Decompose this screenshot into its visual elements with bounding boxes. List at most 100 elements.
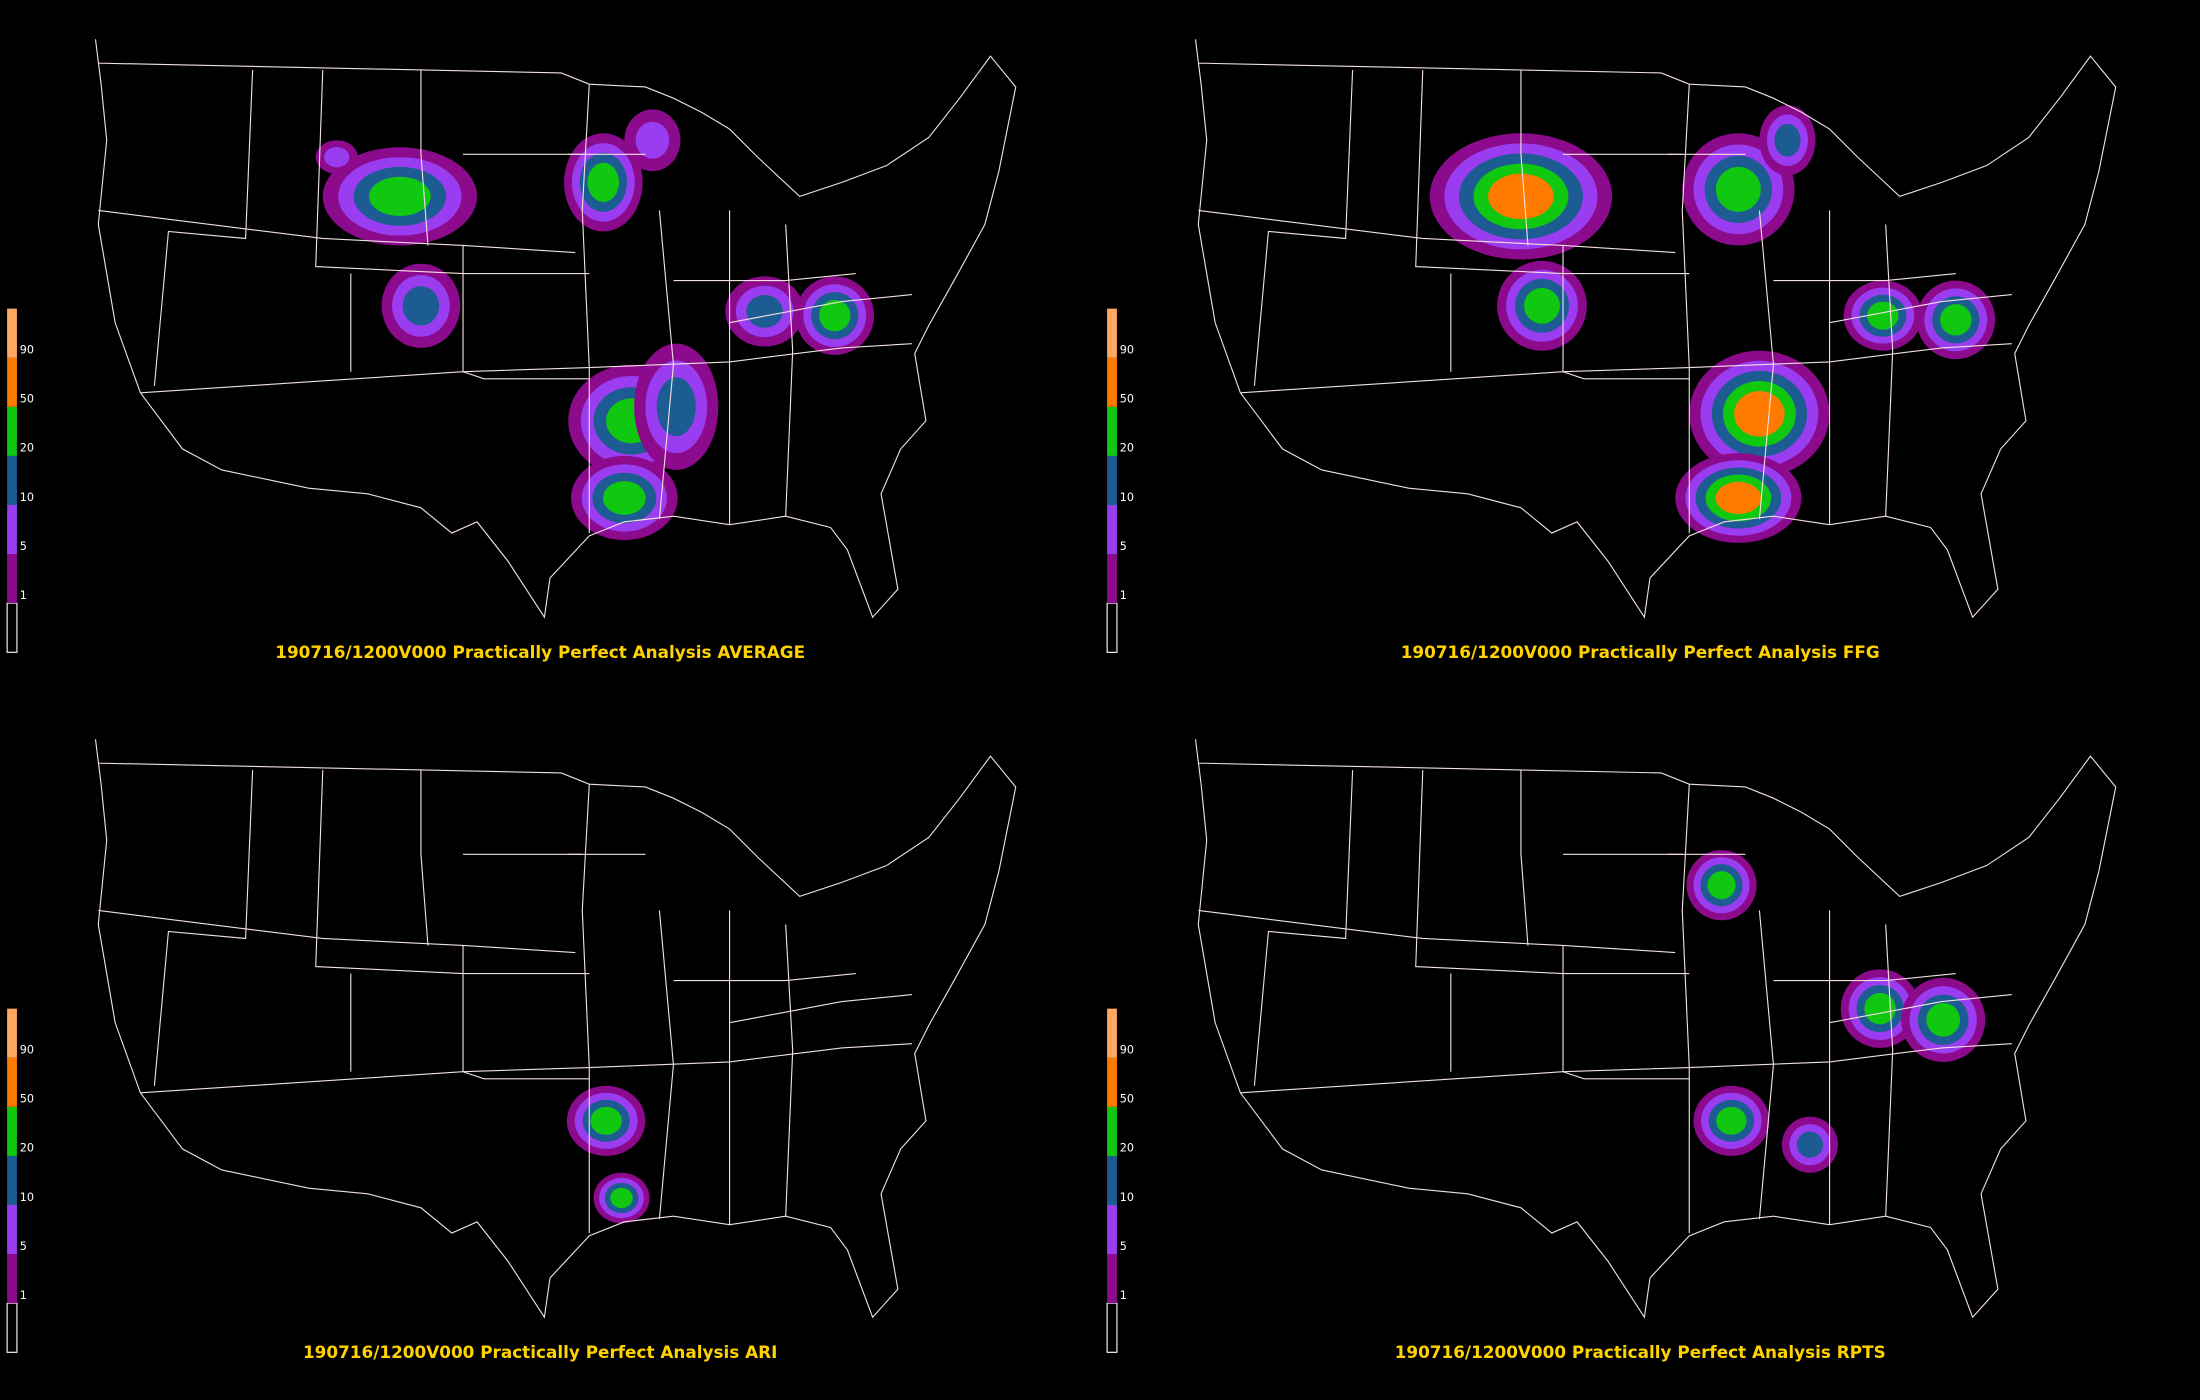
state-border (1198, 909, 1676, 954)
state-border (1773, 972, 1956, 982)
state-border (581, 84, 590, 534)
state-border (1829, 994, 2012, 1024)
colorbar-segment (1107, 1254, 1117, 1304)
coastline (94, 739, 1017, 1319)
state-border (315, 770, 590, 975)
state-border (785, 924, 794, 1217)
state-border (785, 224, 794, 517)
colorbar-segment (7, 1205, 17, 1255)
state-border (1885, 224, 1894, 517)
state-border (1253, 70, 1354, 386)
state-border (673, 972, 856, 982)
state-border (1562, 945, 1690, 1080)
state-border (729, 294, 912, 324)
state-border (420, 70, 429, 246)
precip-contour (1864, 992, 1896, 1025)
precip-blobs (1429, 105, 1996, 543)
colorbar-segment (1107, 357, 1117, 407)
colorbar-segment (7, 1057, 17, 1107)
colorbar-label: 20 (1120, 442, 1134, 455)
colorbar-segment (1107, 1057, 1117, 1107)
colorbar-label: 10 (20, 491, 34, 504)
state-border (1758, 910, 1775, 1220)
state-border (1829, 294, 2012, 324)
colorbar-label: 50 (1120, 393, 1134, 406)
colorbar-segment (1107, 1008, 1117, 1058)
panel-title: 190716/1200V000 Practically Perfect Anal… (303, 1342, 777, 1362)
state-border (1240, 1043, 2012, 1094)
precip-contour (369, 176, 431, 217)
precip-contour (1734, 391, 1785, 437)
colorbar-segment (1107, 406, 1117, 456)
precip-contour (1940, 304, 1972, 336)
colorbar-segment (6, 602, 18, 653)
precip-contour (746, 295, 783, 328)
colorbar-label: 1 (20, 1289, 27, 1302)
precip-contour (1716, 1106, 1747, 1135)
colorbar-segment (1107, 308, 1117, 358)
colorbar-label: 90 (20, 1044, 34, 1057)
colorbar-segment (1107, 505, 1117, 555)
colorbar-segment (1107, 1106, 1117, 1156)
precip-contour (1488, 173, 1554, 220)
precip-blobs (566, 1085, 650, 1224)
state-border (1758, 210, 1775, 520)
precip-contour (402, 286, 440, 326)
colorbar-label: 90 (1120, 344, 1134, 357)
colorbar-label: 5 (1120, 1240, 1127, 1253)
state-border (1681, 784, 1690, 1234)
map-outline (1194, 739, 2117, 1319)
colorbar-label: 5 (20, 1240, 27, 1253)
colorbar-segment (1107, 455, 1117, 506)
state-border (140, 1043, 912, 1094)
state-border (315, 70, 590, 275)
colorbar-segment (6, 1302, 18, 1353)
colorbar-label: 20 (20, 442, 34, 455)
colorbar-label: 50 (20, 393, 34, 406)
map-outline (1194, 39, 2117, 619)
colorbar-segment (7, 1254, 17, 1304)
colorbar-segment (7, 1008, 17, 1058)
colorbar-label: 5 (20, 540, 27, 553)
state-border (581, 784, 590, 1234)
colorbar-segment (1107, 1205, 1117, 1255)
precip-blobs (315, 109, 875, 541)
state-border (1253, 770, 1354, 1086)
state-border (462, 245, 590, 380)
colorbar-label: 50 (20, 1093, 34, 1106)
state-border (1562, 245, 1690, 380)
precip-contour (587, 162, 620, 203)
state-border (1885, 924, 1894, 1217)
colorbar-label: 10 (1120, 491, 1134, 504)
precip-contour (590, 1106, 622, 1135)
colorbar-segment (7, 406, 17, 456)
state-border (658, 910, 675, 1220)
coastline (94, 39, 1017, 619)
state-border (140, 343, 912, 394)
colorbar-label: 1 (20, 589, 27, 602)
precip-blobs (1686, 850, 1986, 1173)
colorbar-segment (7, 357, 17, 407)
colorbar-segment (1106, 602, 1118, 653)
colorbar-segment (7, 1106, 17, 1156)
map-panel: 1 5 10 20 50 90 190716/1200V000 Practically Pe… (1106, 739, 2117, 1362)
precip-contour (603, 481, 646, 515)
colorbar-label: 1 (1120, 589, 1127, 602)
colorbar-label: 90 (1120, 1044, 1134, 1057)
precip-contour (610, 1187, 633, 1209)
precip-contour (324, 147, 350, 168)
state-border (1415, 70, 1690, 275)
colorbar-label: 5 (1120, 540, 1127, 553)
precip-contour (819, 299, 851, 332)
map-outline (94, 39, 1017, 619)
map-outline (94, 739, 1017, 1319)
state-border (153, 770, 254, 1086)
map-panel: 1 5 10 20 50 90 190716/1200V000 Practically Pe… (6, 39, 1017, 662)
precip-contour (1715, 166, 1761, 212)
state-border (1520, 70, 1529, 246)
state-border (420, 770, 429, 946)
state-border (1681, 84, 1690, 534)
precip-contour (1796, 1131, 1824, 1158)
colorbar-segment (7, 554, 17, 604)
colorbar-segment (7, 308, 17, 358)
